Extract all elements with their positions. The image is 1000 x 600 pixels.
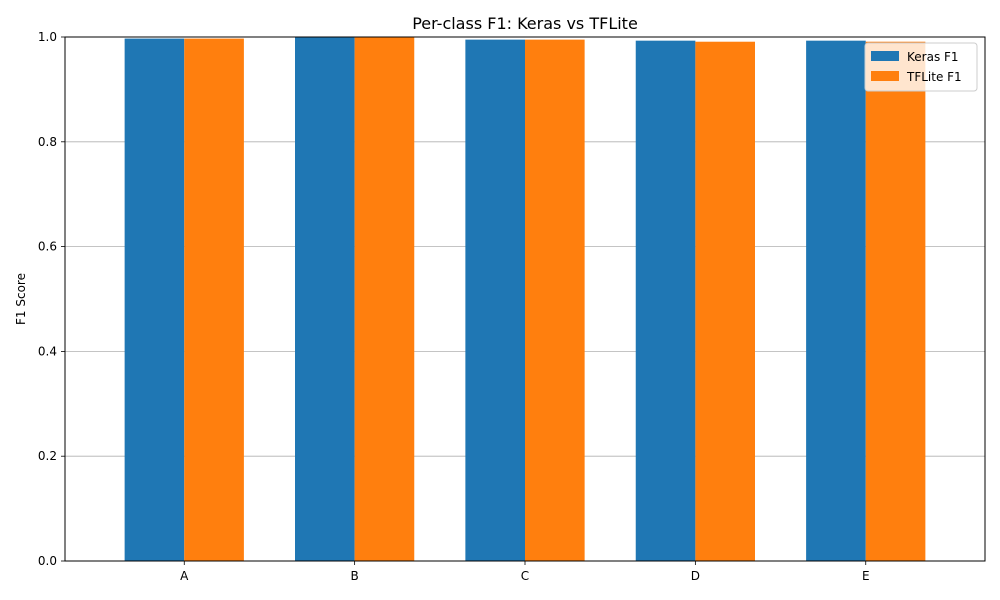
bar-E-tflite xyxy=(865,41,926,561)
y-tick-label: 0.4 xyxy=(38,344,57,358)
bar-A-keras xyxy=(124,38,185,561)
bar-A-tflite xyxy=(184,38,244,561)
legend-label-keras: Keras F1 xyxy=(907,50,959,64)
y-tick-label: 0.2 xyxy=(38,449,57,463)
bar-B-keras xyxy=(295,37,355,561)
y-axis-title: F1 Score xyxy=(14,273,28,325)
legend-swatch-tflite xyxy=(871,71,899,81)
x-tick-label: B xyxy=(351,569,359,583)
legend: Keras F1 TFLite F1 xyxy=(864,42,978,92)
bar-D-keras xyxy=(635,40,696,562)
x-tick-label: C xyxy=(521,569,529,583)
y-tick-label: 1.0 xyxy=(38,30,57,44)
legend-swatch-keras xyxy=(871,51,899,61)
bars xyxy=(124,37,926,562)
bar-C-tflite xyxy=(525,39,585,562)
axis-ticks: 0.0 0.2 0.4 0.6 0.8 1.0 A B C D E xyxy=(38,30,870,583)
y-tick-label: 0.0 xyxy=(38,554,57,568)
bar-C-keras xyxy=(465,39,525,562)
bar-E-keras xyxy=(806,40,866,562)
legend-label-tflite: TFLite F1 xyxy=(906,70,962,84)
bar-B-tflite xyxy=(354,37,415,561)
y-tick-label: 0.6 xyxy=(38,240,57,254)
x-tick-label: E xyxy=(862,569,870,583)
bar-D-tflite xyxy=(695,41,755,561)
chart-title: Per-class F1: Keras vs TFLite xyxy=(412,14,638,33)
y-tick-label: 0.8 xyxy=(38,135,57,149)
x-tick-label: D xyxy=(691,569,700,583)
x-tick-label: A xyxy=(180,569,189,583)
